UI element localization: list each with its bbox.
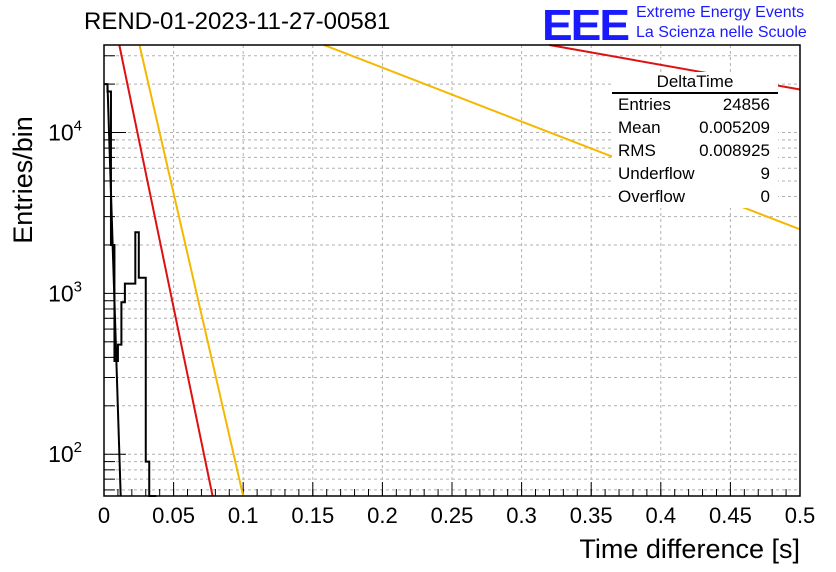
stats-label-overflow: Overflow [618,187,686,206]
stats-value-underflow: 9 [761,164,770,183]
y-tick-label: 104 [48,118,82,146]
x-tick-label: 0.5 [785,503,816,528]
histogram-outline [104,83,157,497]
grid [104,45,800,496]
y-tick-labels: 102 103 104 [48,118,82,468]
x-tick-label: 0 [98,503,110,528]
stats-label-underflow: Underflow [618,164,695,183]
logo-text-line-1: Extreme Energy Events [636,4,805,21]
fit-line-0 [106,84,122,497]
x-tick-label: 0.3 [506,503,537,528]
fit-line-1 [118,44,214,497]
stats-value-entries: 24856 [723,95,770,114]
x-tick-label: 0.15 [291,503,334,528]
x-axis-label: Time difference [s] [579,534,800,564]
stats-label-entries: Entries [618,95,671,114]
y-tick-label: 102 [48,439,82,467]
logo-text-line-2: La Scienza nelle Scuole [636,24,807,41]
stats-value-rms: 0.008925 [699,141,770,160]
plot-frame [103,44,801,497]
x-tick-label: 0.4 [646,503,677,528]
stats-label-rms: RMS [618,141,656,160]
x-tick-label: 0.05 [152,503,195,528]
stats-box-background [612,72,778,208]
chart-title: REND-01-2023-11-27-00581 [84,8,391,35]
y-tick-label: 103 [48,278,82,306]
x-tick-label: 0.45 [709,503,752,528]
stats-box-title: DeltaTime [657,72,734,91]
fit-line-3 [138,44,245,497]
stats-box: DeltaTime Entries 24856 Mean 0.005209 RMS 0.00… [612,72,778,208]
x-tick-label: 0.35 [570,503,613,528]
histogram [104,83,157,497]
y-axis-label: Entries/bin [8,116,38,244]
x-tick-labels: 0 0.05 0.1 0.15 0.2 0.25 0.3 0.35 0.4 0.45 0.5 [98,503,815,528]
eee-logo: EEE [542,0,630,50]
stats-label-mean: Mean [618,118,661,137]
stats-value-mean: 0.005209 [699,118,770,137]
x-tick-label: 0.2 [367,503,398,528]
x-tick-label: 0.25 [431,503,474,528]
x-tick-label: 0.1 [228,503,259,528]
stats-value-overflow: 0 [761,187,770,206]
